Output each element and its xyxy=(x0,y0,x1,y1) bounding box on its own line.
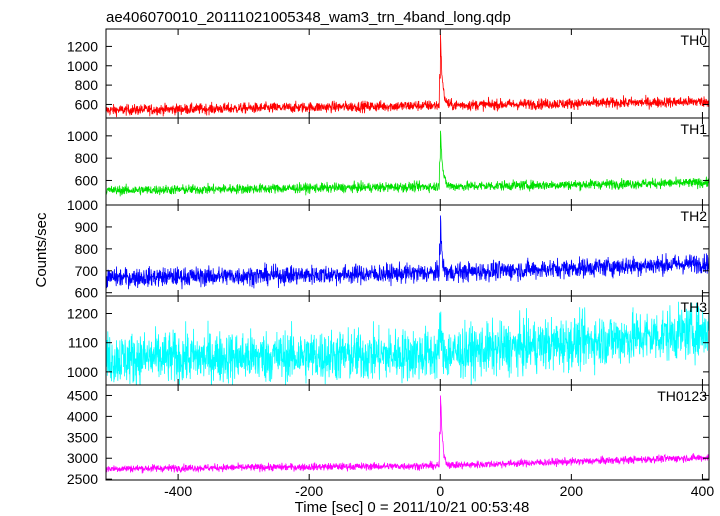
y-tick-label: 600 xyxy=(75,96,99,112)
y-tick-label: 1000 xyxy=(67,128,98,144)
y-tick-label: 800 xyxy=(75,150,99,166)
y-tick-label: 1200 xyxy=(67,38,98,54)
y-tick-label: 1000 xyxy=(67,58,98,74)
panel-frame xyxy=(105,384,710,481)
y-tick-label: 4000 xyxy=(67,408,98,424)
y-tick-label: 700 xyxy=(75,263,99,279)
series-line-th2 xyxy=(106,215,709,290)
panel-label: TH3 xyxy=(681,299,708,315)
y-tick-label: 4500 xyxy=(67,387,98,403)
chart-title: ae406070010_20111021005348_wam3_trn_4ban… xyxy=(106,9,511,26)
y-tick-label: 800 xyxy=(75,241,99,257)
panel-frame xyxy=(105,204,710,297)
series-line-th1 xyxy=(106,130,709,197)
series-line-th0123 xyxy=(106,395,709,474)
x-tick-label: 200 xyxy=(560,483,584,499)
panel-label: TH1 xyxy=(681,121,708,137)
panel-label: TH0 xyxy=(681,32,708,48)
panel-frame xyxy=(105,117,710,206)
y-tick-label: 2500 xyxy=(67,471,98,487)
y-tick-label: 900 xyxy=(75,219,99,235)
x-axis-label: Time [sec] 0 = 2011/10/21 00:53:48 xyxy=(295,499,530,516)
series-line-th0 xyxy=(106,34,709,118)
y-axis-label: Counts/sec xyxy=(33,212,50,288)
y-tick-label: 800 xyxy=(75,77,99,93)
y-tick-label: 3000 xyxy=(67,450,98,466)
y-tick-label: 1000 xyxy=(67,197,98,213)
x-tick-label: 400 xyxy=(691,483,715,499)
x-tick-label: -400 xyxy=(164,483,192,499)
x-tick-label: 0 xyxy=(436,483,444,499)
x-tick-label: -200 xyxy=(295,483,323,499)
y-tick-label: 1200 xyxy=(67,306,98,322)
y-tick-label: 600 xyxy=(75,285,99,301)
panel-label: TH0123 xyxy=(657,388,707,404)
y-tick-label: 3500 xyxy=(67,429,98,445)
panel-label: TH2 xyxy=(681,208,708,224)
y-tick-label: 600 xyxy=(75,172,99,188)
y-tick-label: 1000 xyxy=(67,364,98,380)
y-tick-label: 1100 xyxy=(68,335,98,351)
series-line-th3 xyxy=(106,301,709,385)
